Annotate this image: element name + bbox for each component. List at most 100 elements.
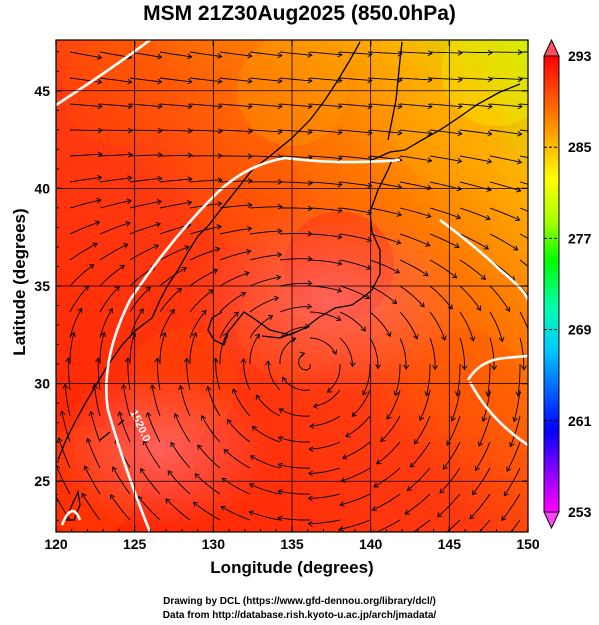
streamline-arrow-247: [487, 49, 493, 56]
streamline-arrow-239: [432, 365, 439, 371]
streamline-arrow-8: [92, 242, 99, 248]
streamline-arrow-154: [337, 103, 343, 110]
streamline-130: [223, 448, 251, 469]
streamline-10: [69, 285, 89, 313]
streamline-arrow-121: [277, 228, 283, 234]
streamline-arrow-97: [247, 103, 253, 110]
streamline-arrow-233: [456, 185, 462, 192]
streamline-arrow-106: [233, 311, 240, 317]
x-axis-label: Longitude (degrees): [210, 558, 374, 577]
streamline-14: [64, 384, 71, 417]
streamline-297: [517, 364, 521, 396]
streamline-arrow-165: [281, 376, 287, 383]
streamline-104: [219, 272, 250, 287]
streamline-244: [407, 467, 431, 491]
streamline-arrow-58: [187, 78, 193, 85]
streamline-arrow-217: [423, 271, 429, 277]
streamline-66: [159, 267, 187, 287]
streamline-11: [69, 308, 83, 339]
streamline-arrow-92: [170, 441, 176, 448]
streamline-arrow-108: [212, 357, 219, 363]
streamline-295: [519, 311, 528, 331]
streamline-arrow-203: [351, 411, 357, 417]
streamline-281: [475, 441, 491, 471]
streamline-arrow-166: [278, 408, 284, 414]
streamline-63: [159, 201, 192, 209]
streamline-arrow-87: [201, 309, 207, 316]
streamline-203: [351, 389, 371, 417]
streamline-100: [219, 180, 253, 183]
streamline-299: [509, 415, 521, 447]
streamline-0: [69, 51, 102, 59]
streamline-arrow-178: [366, 236, 373, 243]
streamline-88: [189, 332, 197, 364]
streamline-arrow-138: [307, 180, 313, 186]
streamline-175: [339, 155, 372, 160]
streamline-arrow-181: [360, 326, 366, 332]
streamline-arrow-234: [455, 214, 462, 220]
streamline-arrow-223: [380, 436, 386, 443]
streamline-25: [99, 200, 132, 209]
x-axis-ticks: 120 125 130 135 140 145 150: [44, 40, 540, 552]
streamline-arrow-139: [307, 205, 313, 212]
streamline-arrow-197: [395, 239, 402, 245]
streamline-arrow-211: [427, 103, 433, 110]
streamline-26: [99, 222, 131, 235]
streamline-239: [429, 337, 436, 370]
streamline-arrow-196: [396, 211, 403, 217]
streamline-265: [446, 519, 461, 532]
streamline-arrow-28: [119, 264, 126, 270]
streamline-arrow-158: [337, 207, 343, 214]
streamline-122: [249, 254, 282, 261]
streamline-223: [380, 415, 401, 442]
streamline-arrow-36: [83, 465, 89, 471]
streamline-102: [219, 227, 252, 235]
streamline-234: [429, 207, 461, 219]
streamline-arrow-249: [487, 103, 493, 110]
streamline-238: [429, 311, 446, 341]
streamline-31: [99, 332, 105, 364]
streamline-arrow-124: [273, 295, 280, 302]
streamline-arrow-95: [247, 52, 253, 59]
streamline-2: [69, 103, 102, 108]
streamline-173: [339, 103, 372, 108]
streamline-292: [519, 233, 528, 240]
streamline-214: [399, 181, 432, 189]
streamline-72: [147, 412, 161, 443]
streamline-186: [308, 441, 341, 450]
streamline-225: [373, 467, 401, 488]
streamline-259: [456, 364, 461, 396]
streamline-276: [489, 311, 503, 342]
streamline-235: [429, 233, 460, 248]
streamline-184: [313, 389, 341, 408]
streamline-arrow-296: [521, 365, 527, 371]
streamline-arrow-157: [337, 181, 343, 188]
streamline-arrow-83: [216, 224, 222, 230]
streamline-arrow-159: [337, 233, 343, 240]
coastline-taiwan: [65, 489, 81, 521]
streamline-195: [369, 181, 402, 188]
streamline-157: [309, 181, 342, 186]
streamline-237: [429, 285, 453, 310]
streamline-103: [219, 250, 251, 261]
streamline-114: [249, 51, 282, 57]
streamline-arrow-283: [469, 514, 475, 520]
streamline-62: [159, 178, 192, 183]
streamline-24: [99, 177, 132, 183]
streamline-arrow-21: [127, 103, 133, 110]
streamline-29: [99, 286, 120, 313]
streamline-arrow-69: [161, 331, 167, 338]
streamline-arrow-280: [478, 441, 484, 447]
streamline-232: [429, 155, 462, 162]
streamline-163: [309, 337, 337, 355]
streamline-arrow-172: [367, 77, 373, 84]
streamline-7: [69, 221, 100, 235]
streamline-arrow-27: [123, 243, 129, 249]
streamline-arrow-267: [517, 76, 523, 83]
streamline-136: [279, 129, 312, 133]
coastline-japan: [317, 159, 393, 319]
y-axis-ticks: 25 30 35 40 45: [34, 51, 528, 521]
streamline-61: [159, 154, 192, 157]
streamline-arrow-100: [247, 178, 253, 184]
streamline-269: [489, 129, 522, 135]
